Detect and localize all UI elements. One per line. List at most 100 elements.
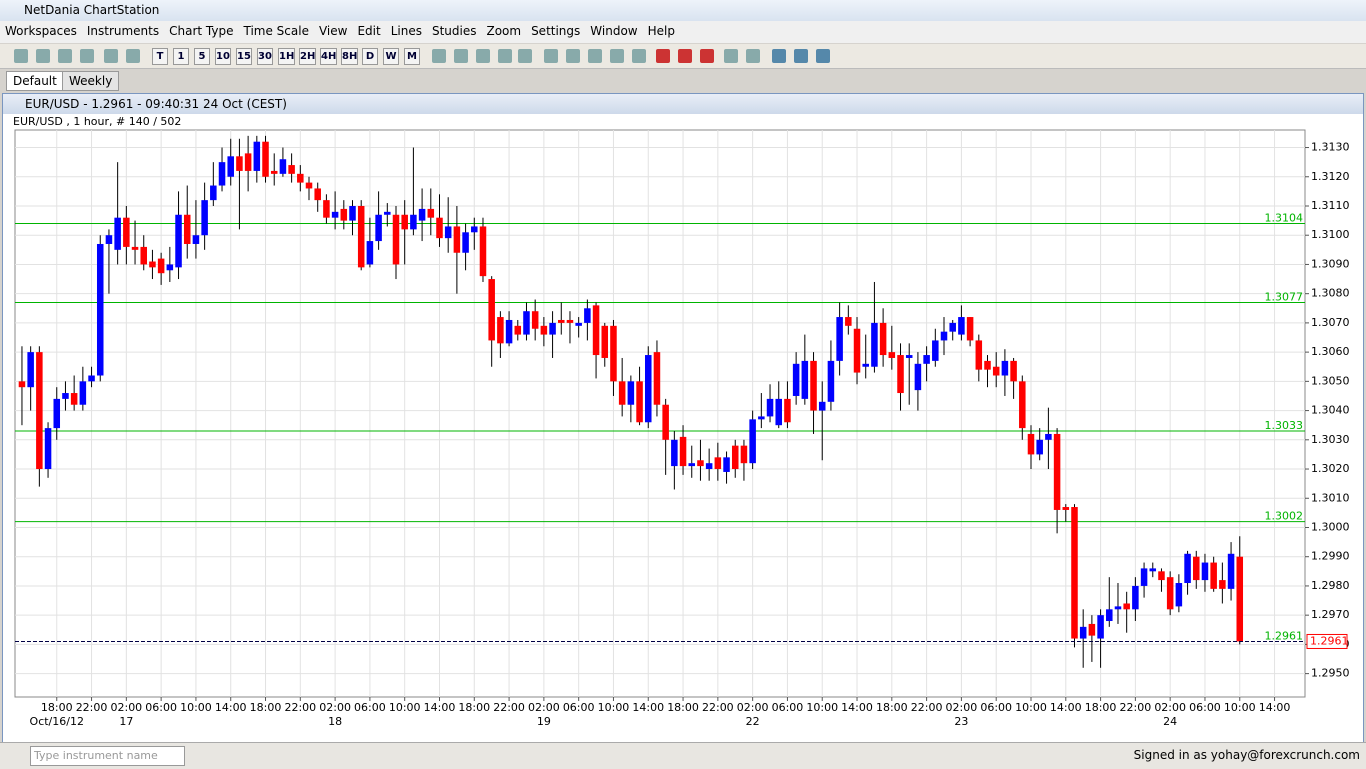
icon[interactable] — [746, 49, 760, 63]
candle-body — [940, 331, 948, 341]
icon[interactable] — [454, 49, 468, 63]
icon[interactable] — [794, 49, 808, 63]
candle-body — [810, 360, 817, 411]
candle-body — [218, 162, 226, 186]
y-tick-label: 1.3080 — [1311, 287, 1350, 300]
icon[interactable] — [476, 49, 490, 63]
candle-body — [62, 393, 69, 399]
candle-body — [932, 340, 939, 361]
candle-body — [288, 165, 295, 174]
candle-body — [462, 232, 469, 253]
x-day-label: 18 — [328, 715, 342, 728]
candle-body — [1236, 556, 1244, 642]
menu-item[interactable]: Instruments — [86, 24, 160, 38]
icon[interactable] — [14, 49, 28, 63]
timeframe-button[interactable]: 30 — [257, 48, 273, 65]
icon[interactable] — [724, 49, 738, 63]
instrument-input[interactable]: Type instrument name — [30, 746, 185, 766]
icon[interactable] — [36, 49, 50, 63]
candle-body — [1106, 609, 1113, 622]
candle-body — [418, 208, 426, 221]
icon[interactable] — [632, 49, 646, 63]
icon[interactable] — [772, 49, 786, 63]
timeframe-button[interactable]: 2H — [299, 48, 317, 65]
menu-item[interactable]: Settings — [531, 24, 581, 38]
icon[interactable] — [700, 49, 714, 63]
menu-item[interactable]: Time Scale — [243, 24, 309, 38]
candle-body — [758, 416, 765, 420]
icon[interactable] — [588, 49, 602, 63]
x-tick-label: 18:00 — [876, 701, 908, 714]
menu-item[interactable]: Lines — [390, 24, 422, 38]
timeframe-button[interactable]: D — [362, 48, 378, 65]
menu-item[interactable]: Workspaces — [5, 24, 77, 38]
tab[interactable]: Weekly — [62, 71, 120, 91]
plot-area — [14, 129, 1306, 698]
candle-body — [1193, 556, 1200, 581]
icon[interactable] — [566, 49, 580, 63]
candle-body — [636, 381, 643, 423]
icon[interactable] — [816, 49, 830, 63]
menu-bar: Workspaces Instruments Chart Type Time Scal… — [0, 21, 1366, 43]
icon[interactable] — [678, 49, 692, 63]
candle-body — [879, 322, 887, 356]
x-tick-label: 02:00 — [110, 701, 142, 714]
candle-body — [653, 352, 661, 405]
icon[interactable] — [544, 49, 558, 63]
candle-body — [540, 325, 548, 335]
menu-item[interactable]: Help — [647, 24, 675, 38]
chart-window-title: EUR/USD - 1.2961 - 09:40:31 24 Oct (CEST… — [25, 97, 287, 111]
candle-body — [427, 208, 435, 218]
candle-body — [114, 217, 121, 250]
timeframe-button[interactable]: 1H — [278, 48, 296, 65]
icon[interactable] — [104, 49, 118, 63]
x-tick-label: 22:00 — [493, 701, 525, 714]
candle-body — [488, 279, 495, 341]
menu-item[interactable]: View — [318, 24, 348, 38]
icon[interactable] — [656, 49, 670, 63]
icon[interactable] — [80, 49, 94, 63]
icon[interactable] — [498, 49, 512, 63]
candle-body — [1114, 606, 1122, 610]
candle-body — [671, 439, 678, 467]
y-tick-label: 1.3130 — [1311, 141, 1350, 154]
timeframe-button[interactable]: T — [152, 48, 168, 65]
candle-body — [244, 153, 252, 171]
candle-body — [749, 419, 756, 464]
icon[interactable] — [518, 49, 532, 63]
candle-body — [331, 211, 339, 218]
tab[interactable]: Default — [6, 71, 64, 91]
timeframe-button[interactable]: 5 — [194, 48, 210, 65]
icon[interactable] — [58, 49, 72, 63]
timeframe-button[interactable]: 8H — [341, 48, 359, 65]
candle-body — [366, 241, 374, 265]
menu-item[interactable]: Edit — [357, 24, 381, 38]
icon[interactable] — [432, 49, 446, 63]
candle-body — [558, 319, 565, 323]
timeframe-button[interactable]: 15 — [236, 48, 252, 65]
timeframe-button[interactable]: M — [404, 48, 420, 65]
icon[interactable] — [610, 49, 624, 63]
menu-item[interactable]: Chart Type — [169, 24, 234, 38]
menu-item[interactable]: Studies — [431, 24, 477, 38]
timeframe-button[interactable]: W — [383, 48, 399, 65]
timeframe-button[interactable]: 4H — [320, 48, 338, 65]
candle-body — [853, 328, 861, 373]
x-tick-label: 06:00 — [354, 701, 386, 714]
candle-body — [705, 463, 713, 470]
candle-body — [792, 363, 800, 396]
icon[interactable] — [126, 49, 140, 63]
menu-item[interactable]: Zoom — [486, 24, 522, 38]
app-title: NetDania ChartStation — [24, 3, 160, 17]
candle-body — [123, 217, 130, 247]
timeframe-button[interactable]: 1 — [173, 48, 189, 65]
candle-body — [1166, 577, 1174, 610]
candle-body — [323, 200, 330, 218]
candle-body — [644, 355, 652, 423]
candle-body — [549, 322, 556, 335]
candle-body — [357, 205, 365, 268]
candle-body — [784, 398, 791, 423]
timeframe-button[interactable]: 10 — [215, 48, 231, 65]
menu-item[interactable]: Window — [590, 24, 638, 38]
candle-body — [340, 208, 348, 221]
